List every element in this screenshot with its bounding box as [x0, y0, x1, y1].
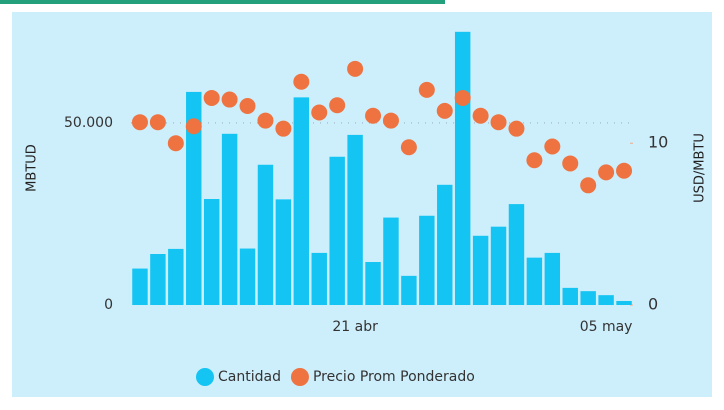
bar [562, 287, 578, 305]
dot [167, 135, 184, 152]
bar [544, 252, 561, 305]
dot [454, 89, 471, 106]
bar [150, 254, 166, 305]
dot [544, 138, 561, 155]
dot [131, 114, 148, 131]
y2-tick-label: 10 [648, 133, 668, 152]
legend-label: Cantidad [218, 369, 281, 385]
bar [293, 97, 310, 305]
dot [257, 112, 274, 129]
bar [437, 184, 453, 305]
dot [526, 152, 543, 169]
bar [365, 262, 381, 305]
bar [472, 235, 489, 305]
dot [239, 98, 256, 115]
dot [185, 118, 202, 135]
dot [311, 104, 328, 121]
bar [526, 257, 543, 305]
dot [472, 107, 489, 124]
bar [275, 199, 292, 305]
bar [168, 248, 184, 305]
dot [562, 155, 579, 172]
y-tick-label: 50.000 [64, 115, 113, 131]
bar [419, 215, 435, 305]
dot [598, 164, 615, 181]
dot [490, 114, 507, 131]
bar [598, 295, 614, 305]
bar [311, 252, 327, 305]
bar [257, 164, 274, 305]
dot [329, 97, 346, 114]
bar [401, 275, 417, 305]
y-tick-label: 0 [104, 297, 113, 313]
bar [203, 199, 220, 305]
dot [347, 60, 364, 77]
y2-axis-title: USD/MBTU [693, 133, 708, 203]
x-tick-label: 21 abr [332, 319, 378, 335]
dot [203, 89, 220, 106]
dot [616, 162, 633, 179]
bar [616, 300, 632, 305]
y-axis-title: MBTUD [25, 144, 40, 192]
bar [490, 226, 507, 305]
legend-marker [196, 368, 214, 386]
dot [275, 120, 292, 137]
bar [508, 204, 525, 305]
dot [436, 102, 453, 119]
legend-marker [290, 368, 309, 386]
x-tick-label: 05 may [580, 319, 633, 335]
bar [580, 291, 596, 305]
bar [239, 248, 256, 305]
dot [382, 112, 399, 129]
bar [329, 156, 345, 305]
bar [132, 268, 148, 305]
dot [580, 177, 597, 194]
legend-label: Precio Prom Ponderado [313, 369, 475, 385]
y2-tick-label: 0 [648, 295, 658, 314]
top-accent [0, 0, 445, 4]
bar [347, 134, 363, 305]
dot [365, 107, 382, 124]
bar [221, 133, 238, 305]
dot [221, 91, 238, 108]
bar [454, 31, 471, 305]
dot [418, 81, 435, 98]
dot [400, 139, 417, 156]
dot [149, 114, 166, 131]
bar [186, 91, 202, 305]
bar [383, 217, 399, 305]
dot [293, 73, 310, 90]
dot [508, 120, 525, 137]
